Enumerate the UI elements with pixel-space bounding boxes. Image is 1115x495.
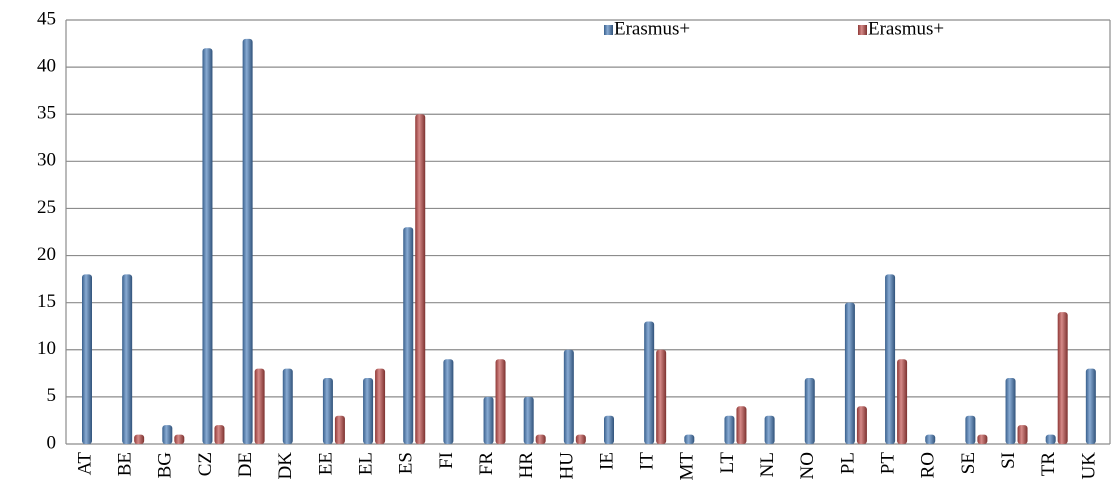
bar (575, 434, 586, 444)
bar (122, 274, 133, 444)
bar (804, 378, 815, 444)
x-tick-label: AT (74, 452, 95, 476)
x-tick-label: EL (356, 452, 377, 475)
legend-swatch (858, 25, 867, 35)
x-tick-label: ES (396, 452, 417, 474)
y-tick-label: 35 (37, 103, 56, 124)
x-tick-label: PL (837, 452, 858, 474)
x-tick-label: SE (958, 452, 979, 474)
y-tick-label: 20 (37, 244, 56, 265)
x-tick-label: UK (1078, 452, 1099, 480)
x-tick-label: SI (998, 452, 1019, 469)
bar (174, 434, 185, 444)
bar (736, 406, 747, 444)
bar (897, 359, 908, 444)
y-tick-label: 15 (37, 291, 56, 312)
x-tick-label: LT (717, 452, 738, 474)
bar (242, 38, 253, 444)
bar (724, 415, 735, 444)
bar (403, 227, 414, 444)
legend-label: Erasmus+ (614, 18, 690, 39)
x-tick-label: CZ (195, 452, 216, 476)
y-tick-label: 0 (47, 432, 57, 453)
bar (1045, 434, 1056, 444)
bar (363, 378, 374, 444)
x-tick-label: EE (315, 452, 336, 475)
bar (1005, 378, 1016, 444)
bar (162, 425, 173, 444)
bar (965, 415, 976, 444)
bar (764, 415, 775, 444)
bar (375, 368, 386, 444)
bar (656, 349, 667, 444)
bar (684, 434, 695, 444)
bar (322, 378, 333, 444)
x-tick-label: DE (235, 452, 256, 477)
bar (977, 434, 988, 444)
x-tick-label: TR (1038, 452, 1059, 477)
x-tick-label: DK (275, 452, 296, 480)
y-tick-label: 10 (37, 338, 56, 359)
x-tick-label: HU (556, 452, 577, 480)
bar (483, 396, 494, 444)
x-tick-label: BG (155, 452, 176, 479)
bar (334, 415, 345, 444)
bar (885, 274, 896, 444)
x-tick-label: BE (115, 452, 136, 476)
bar (134, 434, 145, 444)
bar (856, 406, 867, 444)
bar (523, 396, 534, 444)
bar (844, 302, 855, 444)
x-tick-label: HR (516, 452, 537, 479)
bar (415, 114, 426, 444)
bar (1057, 312, 1068, 444)
y-tick-label: 25 (37, 197, 56, 218)
bar (563, 349, 574, 444)
x-tick-label: IE (596, 452, 617, 470)
y-tick-label: 40 (37, 55, 56, 76)
bar (495, 359, 506, 444)
legend-swatch (604, 25, 613, 35)
x-tick-label: IT (637, 452, 658, 470)
x-tick-label: NL (757, 452, 778, 477)
x-tick-label: FI (436, 452, 457, 469)
x-tick-label: RO (918, 452, 939, 478)
x-tick-label: PT (878, 452, 899, 475)
x-tick-label: NO (797, 452, 818, 479)
y-tick-label: 45 (37, 8, 56, 29)
bar (214, 425, 225, 444)
bar (1017, 425, 1028, 444)
y-tick-label: 30 (37, 150, 56, 171)
bar (644, 321, 655, 444)
x-tick-label: MT (677, 452, 698, 481)
bar (202, 48, 213, 445)
legend-label: Erasmus+ (868, 18, 944, 39)
bar (443, 359, 454, 444)
y-tick-label: 5 (47, 385, 57, 406)
bar (82, 274, 92, 444)
bar (925, 434, 936, 444)
bar (604, 415, 614, 444)
bar (1085, 368, 1096, 444)
bar (535, 434, 546, 444)
bar (282, 368, 293, 444)
x-tick-label: FR (476, 452, 497, 476)
bar (254, 368, 265, 444)
